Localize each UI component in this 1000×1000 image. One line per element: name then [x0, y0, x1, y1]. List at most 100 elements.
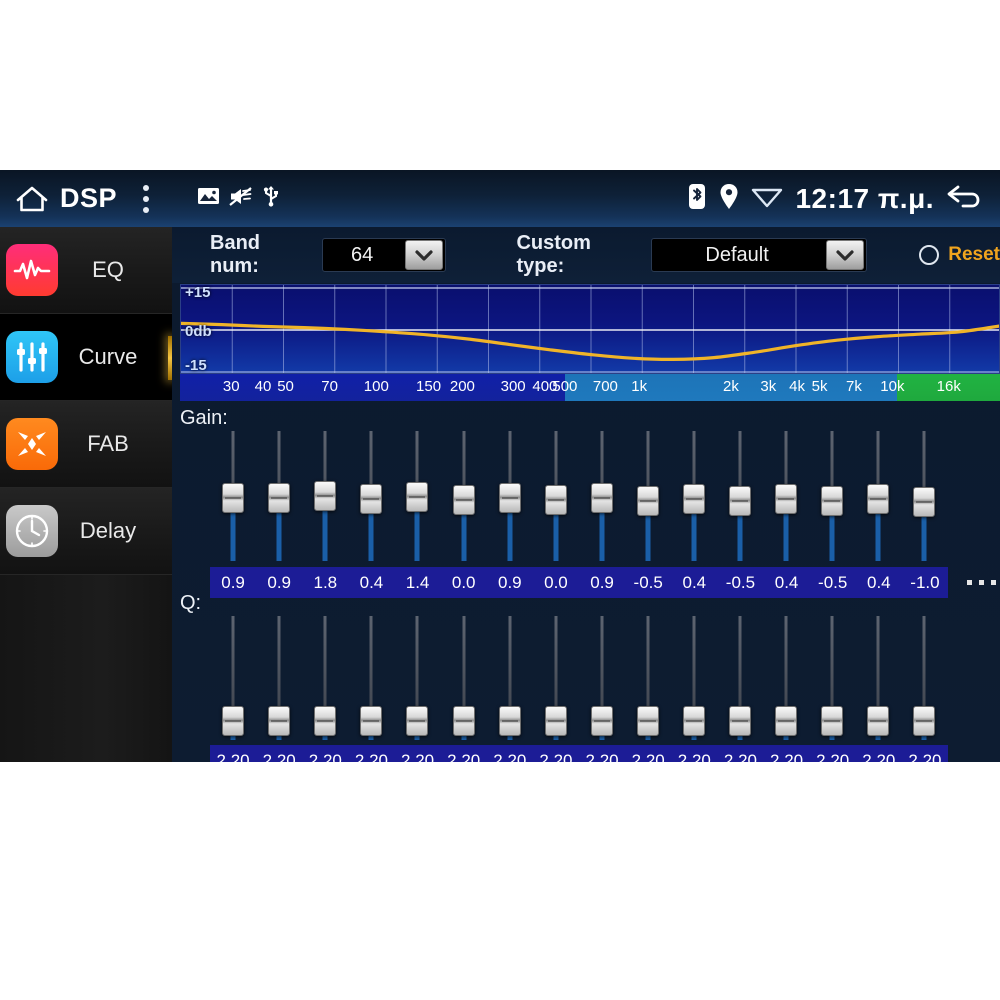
slider-thumb[interactable] [222, 483, 245, 514]
slider-thumb[interactable] [821, 486, 844, 517]
slider-thumb[interactable] [775, 706, 798, 737]
slider-thumb[interactable] [867, 706, 890, 737]
back-arrow-icon[interactable] [946, 181, 986, 216]
slider-thumb[interactable] [452, 485, 475, 515]
slider-thumb[interactable] [314, 481, 337, 512]
gain-slider[interactable] [210, 431, 256, 561]
gain-slider[interactable] [901, 431, 947, 561]
slider-thumb[interactable] [360, 484, 383, 515]
gain-slider[interactable] [394, 431, 440, 561]
more-dots-icon[interactable] [962, 567, 1000, 598]
gain-slider[interactable] [717, 431, 763, 561]
chevron-down-icon[interactable] [826, 240, 865, 270]
q-slider[interactable] [717, 616, 763, 740]
gain-slider[interactable] [533, 431, 579, 561]
slider-thumb[interactable] [682, 706, 705, 737]
q-slider[interactable] [809, 616, 855, 740]
gain-slider[interactable] [579, 431, 625, 561]
gain-slider[interactable] [671, 431, 717, 561]
slider-track[interactable] [323, 616, 327, 740]
slider-thumb[interactable] [498, 483, 521, 514]
slider-track[interactable] [600, 616, 604, 740]
slider-thumb[interactable] [268, 483, 291, 514]
custom-type-dropdown[interactable]: Default [650, 238, 868, 272]
gain-slider[interactable] [809, 431, 855, 561]
slider-thumb[interactable] [636, 706, 659, 737]
slider-track[interactable] [922, 616, 926, 740]
chevron-down-icon[interactable] [405, 240, 444, 270]
slider-thumb[interactable] [268, 706, 291, 737]
slider-track[interactable] [646, 616, 650, 740]
slider-thumb[interactable] [222, 706, 245, 737]
slider-track[interactable] [784, 616, 788, 740]
slider-thumb[interactable] [590, 706, 613, 737]
q-slider[interactable] [210, 616, 256, 740]
slider-thumb[interactable] [544, 706, 567, 737]
q-slider[interactable] [440, 616, 486, 740]
slider-track[interactable] [738, 616, 742, 740]
slider-track[interactable] [830, 616, 834, 740]
gain-slider[interactable] [487, 431, 533, 561]
q-slider[interactable] [855, 616, 901, 740]
gain-sliders[interactable] [210, 431, 948, 561]
q-slider[interactable] [487, 616, 533, 740]
gain-slider[interactable] [440, 431, 486, 561]
slider-thumb[interactable] [682, 484, 705, 515]
sidebar-item-delay[interactable]: Delay [0, 488, 172, 575]
frequency-tick: 500 [552, 378, 578, 395]
q-slider[interactable] [625, 616, 671, 740]
slider-thumb[interactable] [913, 706, 936, 737]
eq-curve-plot[interactable] [180, 284, 1000, 374]
gain-slider[interactable] [348, 431, 394, 561]
slider-track[interactable] [231, 616, 235, 740]
y-axis-label-max: +15 [185, 284, 211, 301]
slider-thumb[interactable] [775, 484, 798, 515]
home-icon[interactable] [14, 184, 50, 214]
eq-curve-graph[interactable]: +15 0db -15 30 40 50 70 100 150 200 300 400 500 70… [180, 284, 1000, 401]
slider-thumb[interactable] [406, 706, 429, 737]
sidebar-item-eq[interactable]: EQ [0, 227, 172, 314]
slider-thumb[interactable] [452, 706, 475, 737]
sidebar-item-fab[interactable]: FAB [0, 401, 172, 488]
q-sliders[interactable] [210, 616, 948, 740]
q-slider[interactable] [579, 616, 625, 740]
slider-track[interactable] [415, 616, 419, 740]
band-num-dropdown[interactable]: 64 [321, 238, 447, 272]
gain-slider[interactable] [302, 431, 348, 561]
slider-thumb[interactable] [729, 706, 752, 737]
gain-slider[interactable] [855, 431, 901, 561]
slider-thumb[interactable] [498, 706, 521, 737]
q-slider[interactable] [394, 616, 440, 740]
slider-thumb[interactable] [590, 483, 613, 514]
reset-button[interactable]: Reset [919, 244, 1000, 266]
slider-thumb[interactable] [636, 486, 659, 517]
gain-slider[interactable] [256, 431, 302, 561]
slider-thumb[interactable] [314, 706, 337, 737]
q-slider[interactable] [671, 616, 717, 740]
kebab-menu-icon[interactable] [135, 183, 157, 215]
q-slider[interactable] [533, 616, 579, 740]
gain-slider[interactable] [625, 431, 671, 561]
radio-circle-icon[interactable] [919, 245, 940, 265]
slider-thumb[interactable] [821, 706, 844, 737]
slider-track[interactable] [508, 616, 512, 740]
slider-track[interactable] [277, 616, 281, 740]
slider-track[interactable] [369, 616, 373, 740]
gain-slider[interactable] [763, 431, 809, 561]
slider-thumb[interactable] [406, 482, 429, 513]
slider-thumb[interactable] [729, 486, 752, 517]
slider-track[interactable] [692, 616, 696, 740]
q-slider[interactable] [302, 616, 348, 740]
q-slider[interactable] [763, 616, 809, 740]
slider-track[interactable] [462, 616, 466, 740]
slider-thumb[interactable] [544, 485, 567, 515]
q-slider[interactable] [348, 616, 394, 740]
slider-thumb[interactable] [360, 706, 383, 737]
sidebar-item-curve[interactable]: Curve [0, 314, 172, 401]
slider-thumb[interactable] [867, 484, 890, 515]
q-slider[interactable] [256, 616, 302, 740]
slider-track[interactable] [554, 616, 558, 740]
slider-thumb[interactable] [913, 487, 936, 518]
q-slider[interactable] [901, 616, 947, 740]
slider-track[interactable] [876, 616, 880, 740]
